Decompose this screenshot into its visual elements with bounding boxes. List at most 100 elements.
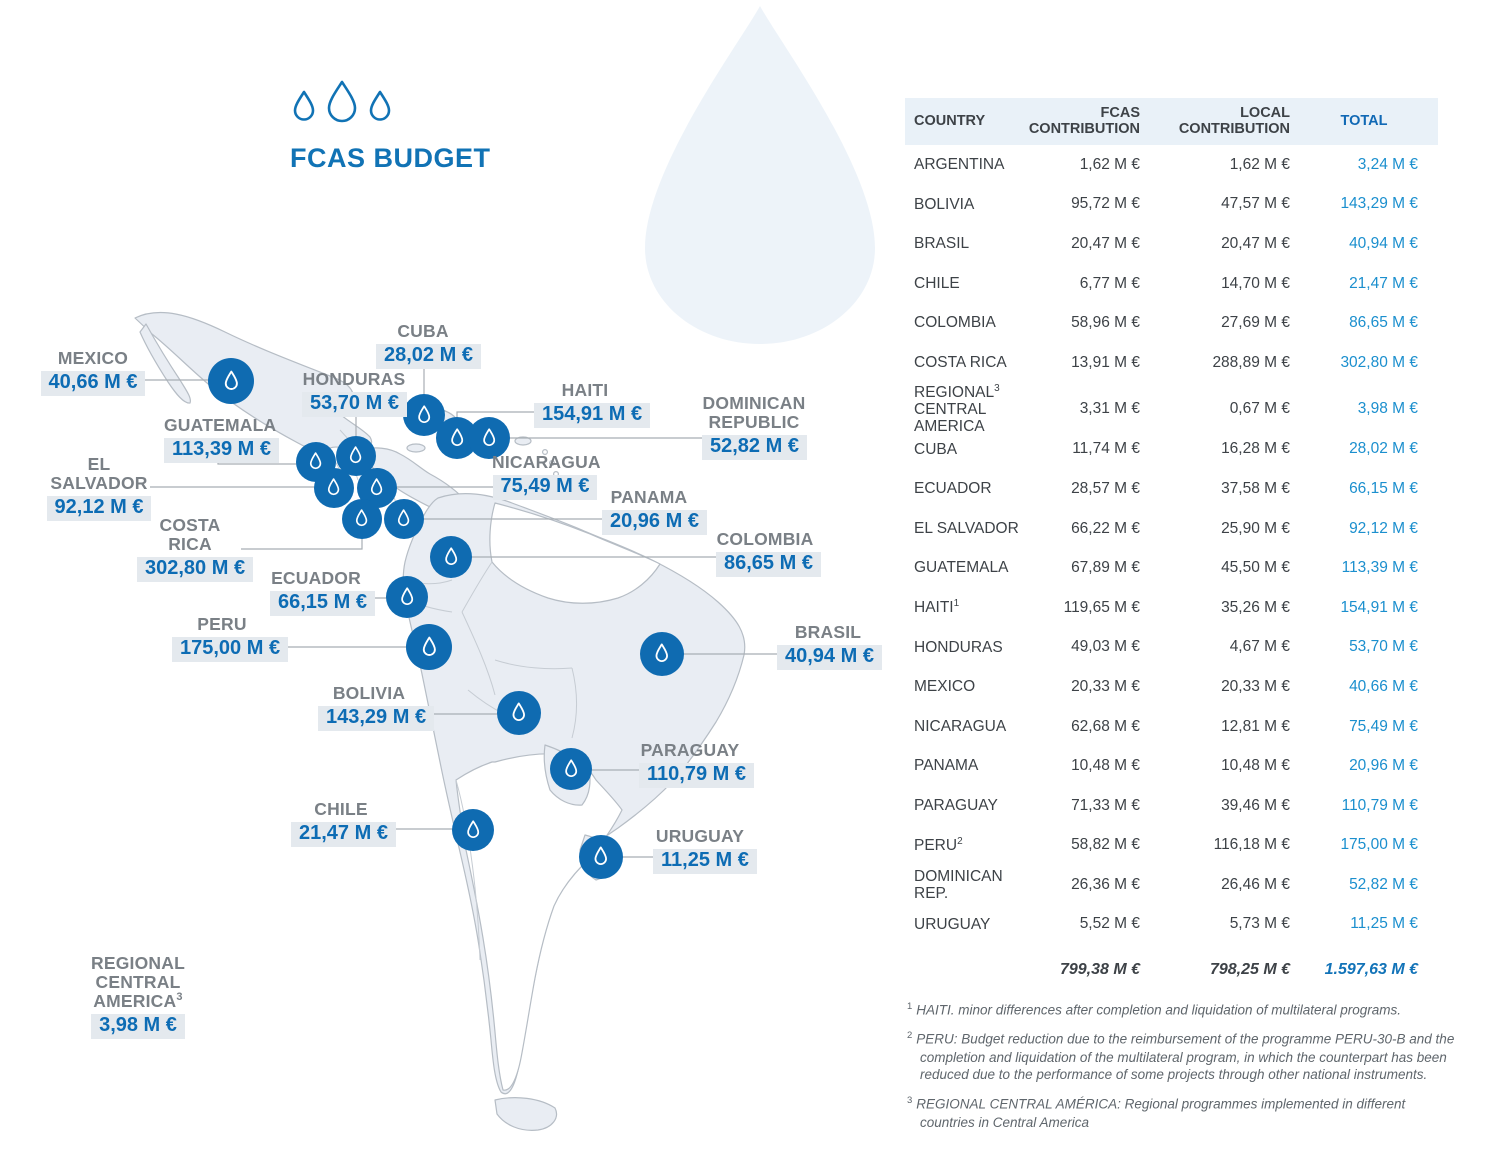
map-label-value: 110,79 M € xyxy=(639,762,754,789)
map-label-country-name: ECUADOR xyxy=(271,568,361,588)
map-marker-panama xyxy=(384,499,424,539)
table-row-costa-rica: COSTA RICA 13,91 M € 288,89 M € 302,80 M € xyxy=(905,343,1438,383)
map-label-country-name: NICARAGUA xyxy=(492,452,601,472)
cell-fcas-contribution: 95,72 M € xyxy=(1071,195,1140,213)
puerto-rico-shape xyxy=(514,436,532,446)
table-row-bolivia: BOLIVIA 95,72 M € 47,57 M € 143,29 M € xyxy=(905,185,1438,225)
map-label-country-name: PERU xyxy=(197,614,247,634)
cell-local-contribution: 25,90 M € xyxy=(1221,519,1290,537)
table-row-panama: PANAMA 10,48 M € 10,48 M € 20,96 M € xyxy=(905,746,1438,786)
map-label-value: 66,15 M € xyxy=(270,590,375,617)
cell-country: ARGENTINA xyxy=(914,156,1005,174)
cell-fcas-contribution: 6,77 M € xyxy=(1079,274,1140,292)
map-label-country-name-line2: REPUBLIC xyxy=(708,411,800,432)
map-label-country-name: HONDURAS xyxy=(302,369,406,389)
logo-title: FCAS BUDGET xyxy=(290,143,491,173)
cell-country: NICARAGUA xyxy=(914,717,1007,735)
table-body: ARGENTINA 1,62 M € 1,62 M € 3,24 M € BOLIVIA… xyxy=(905,145,1438,944)
map-marker-mexico xyxy=(208,358,254,404)
cell-fcas-contribution: 10,48 M € xyxy=(1071,757,1140,775)
cell-fcas-contribution: 11,74 M € xyxy=(1072,440,1140,458)
cell-fcas-contribution: 67,89 M € xyxy=(1071,559,1140,577)
header-fcas-contribution: FCAS CONTRIBUTION xyxy=(1028,104,1140,137)
water-drop-icon xyxy=(483,428,495,446)
cell-country: EL SALVADOR xyxy=(914,519,1019,537)
cell-country: COLOMBIA xyxy=(914,314,996,332)
cell-total: 143,29 M € xyxy=(1340,195,1418,213)
water-drop-icon xyxy=(401,587,413,605)
cell-fcas-contribution: 62,68 M € xyxy=(1071,717,1140,735)
map-label-brasil: BRASIL 40,94 M € xyxy=(777,623,882,671)
map-label-mexico: MEXICO 40,66 M € xyxy=(38,349,148,397)
map-label-country-name: URUGUAY xyxy=(655,826,745,846)
water-drop-icon xyxy=(418,405,430,423)
cell-fcas-contribution: 119,65 M € xyxy=(1063,598,1140,616)
budget-table: COUNTRY FCAS CONTRIBUTION LOCAL CONTRIBU… xyxy=(905,98,1438,987)
map-label-value: 11,25 M € xyxy=(653,848,757,875)
jamaica-shape xyxy=(406,443,426,453)
table-row-chile: CHILE 6,77 M € 14,70 M € 21,47 M € xyxy=(905,264,1438,304)
cell-total: 40,94 M € xyxy=(1349,234,1418,252)
table-header: COUNTRY FCAS CONTRIBUTION LOCAL CONTRIBU… xyxy=(905,98,1438,145)
cell-local-contribution: 288,89 M € xyxy=(1212,353,1290,371)
cell-country: URUGUAY xyxy=(914,915,991,933)
totals-grand: 1.597,63 M € xyxy=(1324,961,1418,979)
header-country: COUNTRY xyxy=(914,112,986,129)
cell-fcas-contribution: 20,33 M € xyxy=(1071,677,1140,695)
cell-total: 28,02 M € xyxy=(1349,440,1418,458)
water-drop-icon xyxy=(467,820,479,838)
cell-total: 175,00 M € xyxy=(1340,836,1418,854)
cell-local-contribution: 45,50 M € xyxy=(1221,559,1290,577)
cell-country: PERU2 xyxy=(914,836,963,855)
cell-total: 11,25 M € xyxy=(1350,915,1418,933)
cell-local-contribution: 47,57 M € xyxy=(1221,195,1290,213)
map-label-peru: PERU 175,00 M € xyxy=(172,614,289,663)
cell-country: CHILE xyxy=(914,274,960,292)
map-label-value: 28,02 M € xyxy=(376,343,481,370)
map-label-country-name: PARAGUAY xyxy=(640,740,740,760)
cell-country: CUBA xyxy=(914,440,958,458)
map-label-paraguay: PARAGUAY 110,79 M € xyxy=(639,740,754,789)
cell-country: ECUADOR xyxy=(914,480,992,498)
cell-total: 40,66 M € xyxy=(1349,677,1418,695)
cell-country: PARAGUAY xyxy=(914,797,998,815)
antilles-island xyxy=(541,449,548,456)
table-row-mexico: MEXICO 20,33 M € 20,33 M € 40,66 M € xyxy=(905,667,1438,707)
map-label-country-name: DOMINICAN xyxy=(702,393,806,413)
map-label-value: 302,80 M € xyxy=(137,556,254,583)
cell-local-contribution: 10,48 M € xyxy=(1221,757,1290,775)
cell-fcas-contribution: 58,96 M € xyxy=(1071,314,1140,332)
table-row-dominican-rep-: DOMINICAN REP. 26,36 M € 26,46 M € 52,82 M … xyxy=(905,865,1438,905)
map-label-ecuador: ECUADOR 66,15 M € xyxy=(270,568,375,617)
water-drop-icon xyxy=(310,452,322,470)
water-drop-icon xyxy=(594,846,608,866)
cell-country: DOMINICAN REP. xyxy=(914,867,1003,902)
map-label-value: 154,91 M € xyxy=(534,402,651,429)
water-drop-icon xyxy=(356,509,368,527)
table-row-ecuador: ECUADOR 28,57 M € 37,58 M € 66,15 M € xyxy=(905,469,1438,509)
cell-local-contribution: 20,47 M € xyxy=(1221,234,1290,252)
map-label-value: 53,70 M € xyxy=(302,391,407,418)
water-drop-icon xyxy=(328,478,340,496)
map-label-value: 175,00 M € xyxy=(172,636,289,663)
map-marker-costa-rica xyxy=(342,499,382,539)
cell-total: 53,70 M € xyxy=(1349,638,1418,656)
table-row-el-salvador: EL SALVADOR 66,22 M € 25,90 M € 92,12 M € xyxy=(905,509,1438,549)
header-local-contribution: LOCAL CONTRIBUTION xyxy=(1178,104,1290,137)
map-label-bolivia: BOLIVIA 143,29 M € xyxy=(318,684,435,732)
cell-local-contribution: 27,69 M € xyxy=(1221,314,1290,332)
table-row-argentina: ARGENTINA 1,62 M € 1,62 M € 3,24 M € xyxy=(905,145,1438,185)
water-drop-icon xyxy=(565,759,577,777)
map-marker-dominican-republic xyxy=(468,417,510,459)
cell-total: 75,49 M € xyxy=(1349,717,1418,735)
map-marker-el-salvador xyxy=(314,468,354,508)
map-label-nicaragua: NICARAGUA 75,49 M € xyxy=(492,452,601,501)
map-label-country-name: COSTA RICA xyxy=(159,515,221,554)
map-label-value: 40,66 M € xyxy=(40,370,146,397)
map-label-country-name: CHILE xyxy=(314,799,368,819)
map-label-honduras: HONDURAS 53,70 M € xyxy=(302,369,407,418)
map-label-value: 92,12 M € xyxy=(46,495,152,522)
map-marker-uruguay xyxy=(579,835,623,879)
cell-fcas-contribution: 20,47 M € xyxy=(1071,234,1140,252)
big-drop-shape xyxy=(645,6,875,344)
